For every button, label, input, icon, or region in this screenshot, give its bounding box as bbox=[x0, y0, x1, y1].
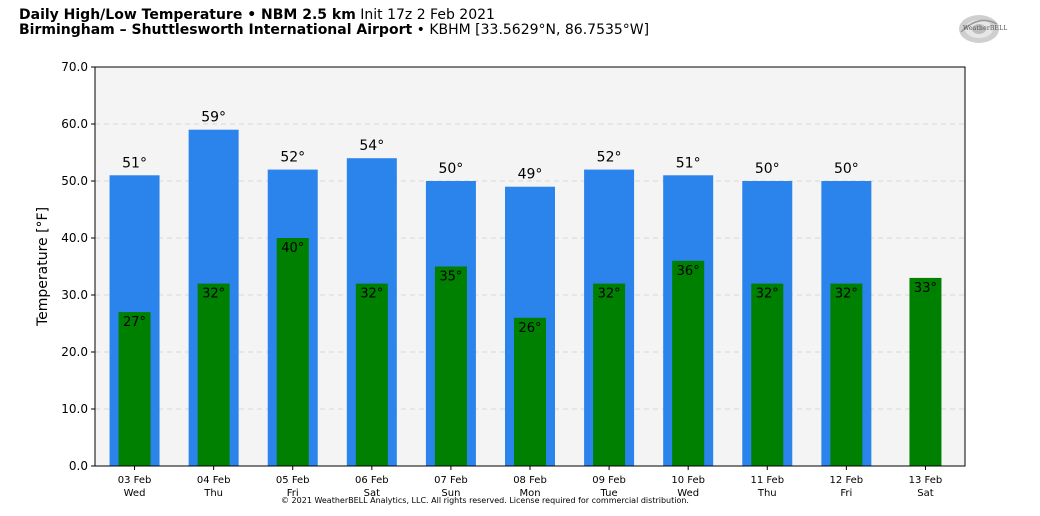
low-temp-label: 32° bbox=[598, 287, 621, 302]
low-temp-bar bbox=[751, 283, 784, 466]
low-temp-label: 35° bbox=[439, 270, 462, 285]
high-temp-label: 50° bbox=[834, 161, 859, 177]
low-temp-bar bbox=[830, 283, 863, 466]
chart-header: Daily High/Low Temperature • NBM 2.5 km … bbox=[19, 8, 649, 38]
x-tick-day: Thu bbox=[203, 488, 223, 499]
x-tick-date: 05 Feb bbox=[276, 475, 310, 486]
high-temp-label: 51° bbox=[676, 155, 701, 171]
low-temp-bar bbox=[197, 283, 230, 466]
low-temp-bar bbox=[909, 277, 942, 466]
y-tick-label: 10.0 bbox=[61, 402, 88, 416]
y-tick-label: 20.0 bbox=[61, 345, 88, 359]
x-tick-day: Thu bbox=[757, 488, 777, 499]
low-temp-label: 32° bbox=[202, 287, 225, 302]
low-temp-bar bbox=[355, 283, 388, 466]
low-temp-bar bbox=[593, 283, 626, 466]
x-tick-date: 09 Feb bbox=[592, 475, 626, 486]
copyright-text: © 2021 WeatherBELL Analytics, LLC. All r… bbox=[281, 496, 689, 505]
low-temp-label: 36° bbox=[677, 264, 700, 279]
y-tick-label: 40.0 bbox=[61, 231, 88, 245]
low-temp-label: 32° bbox=[835, 287, 858, 302]
low-temp-bar bbox=[672, 260, 705, 466]
high-temp-label: 59° bbox=[201, 110, 226, 126]
y-tick-label: 60.0 bbox=[61, 117, 88, 131]
x-tick-date: 12 Feb bbox=[830, 475, 864, 486]
low-temp-label: 26° bbox=[518, 321, 541, 336]
high-temp-label: 50° bbox=[438, 161, 463, 177]
weatherbell-logo: WeatherBELL bbox=[957, 12, 1017, 46]
station-info: • KBHM [33.5629°N, 86.7535°W] bbox=[416, 22, 650, 38]
bars: 51° 27° 59° 32° 52° 40° 54° 32° 50° 35° 49° 26° 52° 3… bbox=[109, 110, 942, 467]
x-tick-day: Wed bbox=[677, 488, 699, 499]
x-tick-day: Fri bbox=[287, 488, 299, 499]
x-tick-day: Fri bbox=[840, 488, 852, 499]
plot-frame bbox=[94, 66, 966, 467]
low-temp-bar bbox=[118, 312, 151, 466]
x-tick-date: 08 Feb bbox=[513, 475, 547, 486]
x-tick-day: Wed bbox=[124, 488, 146, 499]
y-axis: 0.0 10.0 20.0 30.0 40.0 50.0 60.0 70.0 bbox=[61, 60, 95, 473]
x-tick-date: 03 Feb bbox=[118, 475, 152, 486]
swirl-logo-icon bbox=[959, 15, 999, 43]
x-tick-day: Tue bbox=[600, 488, 618, 499]
x-tick-date: 07 Feb bbox=[434, 475, 468, 486]
x-tick-day: Sat bbox=[364, 488, 380, 499]
x-tick-date: 11 Feb bbox=[750, 475, 784, 486]
low-temp-label: 33° bbox=[914, 281, 937, 296]
x-tick-day: Sat bbox=[917, 488, 933, 499]
x-tick-date: 04 Feb bbox=[197, 475, 231, 486]
high-temp-label: 54° bbox=[359, 138, 384, 154]
y-axis-label: Temperature [°F] bbox=[35, 207, 51, 327]
station-line: Birmingham – Shuttlesworth International… bbox=[19, 23, 649, 38]
y-tick-label: 30.0 bbox=[61, 288, 88, 302]
x-tick-date: 06 Feb bbox=[355, 475, 389, 486]
low-temp-bar bbox=[434, 266, 467, 466]
high-temp-label: 52° bbox=[597, 150, 622, 166]
y-tick-label: 50.0 bbox=[61, 174, 88, 188]
x-axis: 03 Feb Wed 04 Feb Thu 05 Feb Fri 06 Feb Sat 07 F… bbox=[118, 466, 943, 499]
x-tick-date: 13 Feb bbox=[909, 475, 943, 486]
high-temp-label: 49° bbox=[518, 167, 543, 183]
high-temp-label: 52° bbox=[280, 150, 305, 166]
x-tick-date: 10 Feb bbox=[671, 475, 705, 486]
low-temp-label: 32° bbox=[756, 287, 779, 302]
low-temp-bar bbox=[514, 317, 546, 466]
low-temp-bar bbox=[276, 238, 309, 466]
high-temp-label: 51° bbox=[122, 155, 147, 171]
copyright-notice: © 2021 WeatherBELL Analytics, LLC. All r… bbox=[0, 496, 968, 505]
y-tick-label: 70.0 bbox=[61, 60, 88, 74]
low-temp-label: 32° bbox=[360, 287, 383, 302]
low-temp-label: 27° bbox=[123, 315, 146, 330]
title-line: Daily High/Low Temperature • NBM 2.5 km … bbox=[19, 8, 649, 23]
station-name: Birmingham – Shuttlesworth International… bbox=[19, 22, 413, 38]
init-time: Init 17z 2 Feb 2021 bbox=[360, 7, 495, 23]
x-tick-day: Mon bbox=[519, 488, 540, 499]
y-tick-label: 0.0 bbox=[69, 459, 88, 473]
low-temp-label: 40° bbox=[281, 241, 304, 256]
x-tick-day: Sun bbox=[441, 488, 460, 499]
logo-text: WeatherBELL bbox=[963, 25, 1008, 32]
chart-title: Daily High/Low Temperature • NBM 2.5 km bbox=[19, 7, 356, 23]
high-temp-label: 50° bbox=[755, 161, 780, 177]
